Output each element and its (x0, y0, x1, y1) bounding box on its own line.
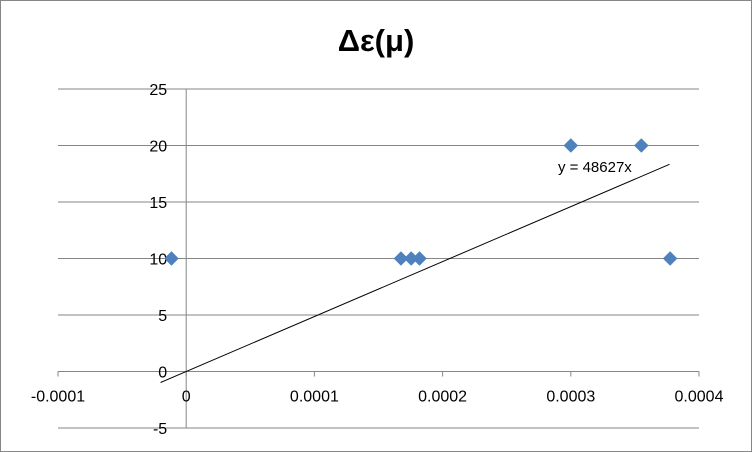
y-tick-label-6: 25 (149, 82, 167, 99)
y-tick-label-1: 0 (158, 365, 167, 382)
trendline-equation: y = 48627x (558, 159, 632, 176)
data-point-0-3 (412, 251, 427, 266)
y-tick-label-5: 20 (149, 139, 167, 156)
y-tick-label-0: -5 (153, 421, 167, 438)
data-point-0-6 (662, 251, 678, 266)
annotations: y = 48627x (558, 159, 632, 176)
x-tick-label-3: 0.0002 (418, 389, 467, 406)
trendline (160, 163, 670, 383)
tick-labels: -5 0 5 10 15 20 25 -0.0001 0 0.0001 0.0002 0.0003 0.… (31, 82, 724, 438)
x-tick-label-1: 0 (182, 389, 191, 406)
data-point-0-0 (164, 251, 179, 266)
x-tick-label-0: -0.0001 (31, 389, 85, 406)
chart-title: Δε(μ) (337, 23, 415, 58)
trendline-layer (160, 163, 670, 383)
data-points (164, 138, 678, 266)
y-tick-label-3: 10 (149, 252, 167, 269)
data-point-0-1 (393, 251, 409, 266)
data-point-0-5 (633, 138, 649, 153)
data-point-0-4 (563, 138, 579, 153)
x-tick-label-4: 0.0003 (546, 389, 595, 406)
y-tick-label-2: 5 (158, 308, 167, 325)
x-tick-label-5: 0.0004 (675, 389, 724, 406)
x-tick-label-2: 0.0001 (290, 389, 339, 406)
y-tick-label-4: 15 (149, 195, 167, 212)
